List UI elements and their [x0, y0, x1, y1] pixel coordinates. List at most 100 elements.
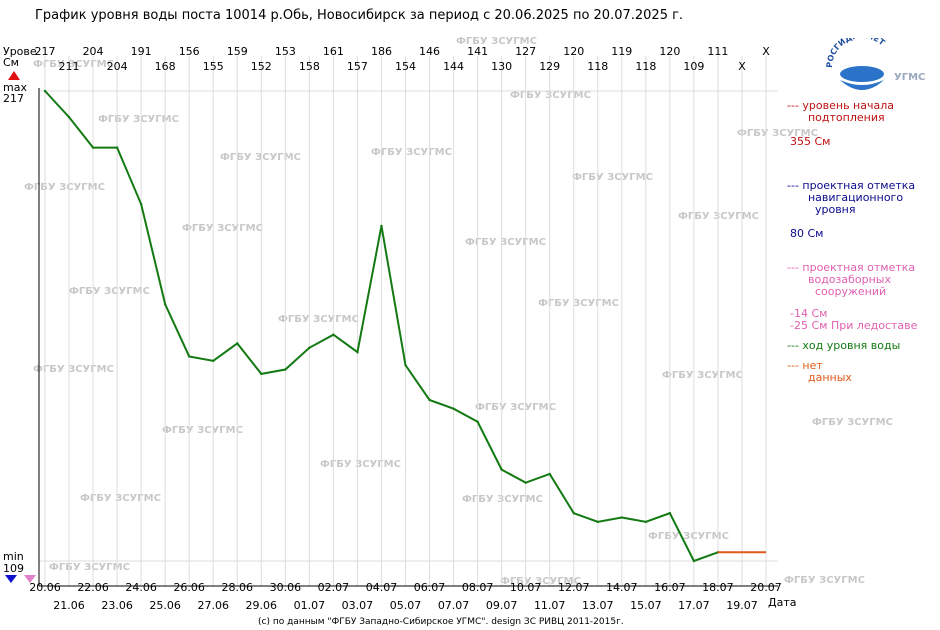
- top-row-value: 161: [323, 45, 344, 58]
- top-row-value: 186: [371, 45, 392, 58]
- watermark-text: ФГБУ ЗСУГМС: [98, 114, 179, 125]
- top-row-value: 191: [131, 45, 152, 58]
- x-tick-label: 09.07: [486, 599, 518, 612]
- x-tick-label: 28.06: [222, 581, 254, 594]
- data-point: [452, 407, 455, 410]
- data-point: [692, 559, 696, 563]
- x-tick-label: 26.06: [173, 581, 205, 594]
- x-tick-label: 01.07: [294, 599, 326, 612]
- top-row-value: 120: [563, 45, 584, 58]
- watermark-text: ФГБУ ЗСУГМС: [320, 459, 401, 470]
- x-tick-label: 17.07: [678, 599, 710, 612]
- watermark-text: ФГБУ ЗСУГМС: [538, 298, 619, 309]
- data-point: [91, 146, 95, 149]
- second-row-value: 204: [107, 60, 128, 73]
- data-point: [572, 511, 575, 515]
- second-row-value: 155: [203, 60, 224, 73]
- data-point: [620, 516, 623, 519]
- data-point: [260, 372, 263, 376]
- second-row-value: 118: [635, 60, 656, 73]
- second-row-value: 158: [299, 60, 320, 73]
- top-row-value: 217: [35, 45, 56, 58]
- x-tick-label: 13.07: [582, 599, 614, 612]
- second-row-value: 130: [491, 60, 512, 73]
- grid: [39, 56, 778, 586]
- watermark-text: ФГБУ ЗСУГМС: [49, 562, 130, 573]
- data-point: [500, 468, 503, 471]
- watermark-text: ФГБУ ЗСУГМС: [33, 364, 114, 375]
- rosgidromet-logo-icon: РОСГИДРОМЕТ УГМС: [826, 38, 925, 90]
- watermark-text: ФГБУ ЗСУГМС: [510, 90, 591, 101]
- watermark-text: ФГБУ ЗСУГМС: [33, 59, 114, 70]
- second-row-value: 157: [347, 60, 368, 73]
- max-up-arrow-icon: [8, 71, 20, 80]
- x-tick-labels: 20.06 21.06 22.06 23.06 24.06 25.06 26.06 27.06…: [29, 581, 782, 612]
- data-point: [115, 146, 119, 149]
- x-tick-label: 30.06: [270, 581, 302, 594]
- x-tick-label: 24.06: [125, 581, 157, 594]
- second-row-value: 129: [539, 60, 560, 73]
- data-point: [356, 350, 359, 354]
- x-tick-label: 20.07: [750, 581, 782, 594]
- top-row-value: 111: [707, 45, 728, 58]
- top-row-value: 146: [419, 45, 440, 58]
- watermark-text: ФГБУ ЗСУГМС: [278, 314, 359, 325]
- watermark-text: ФГБУ ЗСУГМС: [678, 211, 759, 222]
- x-tick-label: 08.07: [462, 581, 494, 594]
- x-tick-label: 11.07: [534, 599, 566, 612]
- data-point: [212, 359, 215, 363]
- top-row-value: 204: [83, 45, 104, 58]
- legend-item: --- проектная отметка водозаборных соору…: [787, 261, 916, 298]
- data-point: [644, 520, 648, 524]
- chart-title: График уровня воды поста 10014 р.Обь, Но…: [35, 8, 683, 23]
- watermark-text: ФГБУ ЗСУГМС: [182, 223, 263, 234]
- data-point: [139, 202, 143, 206]
- series-layer: [43, 89, 766, 563]
- logo-side-text: УГМС: [894, 72, 925, 83]
- second-value-row: 211 204 168 155 152 158 157 154 144 130 129 118 118 1…: [59, 60, 747, 73]
- min-down-arrow-icon: [5, 575, 17, 583]
- top-row-value: 153: [275, 45, 296, 58]
- x-tick-label: 02.07: [318, 581, 350, 594]
- x-tick-label: 18.07: [702, 581, 734, 594]
- x-tick-label: 12.07: [558, 581, 590, 594]
- x-tick-label: 16.07: [654, 581, 686, 594]
- logo: РОСГИДРОМЕТ УГМС: [826, 38, 926, 98]
- second-row-value: 168: [155, 60, 176, 73]
- x-tick-label: 20.06: [29, 581, 61, 594]
- watermark-text: ФГБУ ЗСУГМС: [24, 182, 105, 193]
- top-row-value: 156: [179, 45, 200, 58]
- x-tick-label: 27.06: [197, 599, 229, 612]
- watermark-layer: ФГБУ ЗСУГМС ФГБУ ЗСУГМС ФГБУ ЗСУГМС ФГБУ ЗС…: [24, 36, 893, 587]
- top-row-value: 127: [515, 45, 536, 58]
- data-point: [404, 363, 407, 367]
- watermark-text: ФГБУ ЗСУГМС: [475, 402, 556, 413]
- watermark-text: ФГБУ ЗСУГМС: [456, 36, 537, 47]
- top-row-value: 119: [611, 45, 632, 58]
- data-point: [67, 115, 71, 119]
- watermark-text: ФГБУ ЗСУГМС: [812, 417, 893, 428]
- intake-mark-arrow-icon: [24, 575, 36, 583]
- data-point: [332, 333, 335, 336]
- data-point: [668, 511, 672, 515]
- data-point: [308, 346, 311, 349]
- second-row-value: 109: [683, 60, 704, 73]
- legend-item: -14 См -25 См При ледоставе: [790, 307, 918, 332]
- x-tick-label: 22.06: [77, 581, 109, 594]
- second-row-value: 144: [443, 60, 464, 73]
- second-row-value: 118: [587, 60, 608, 73]
- second-row-value: X: [738, 60, 746, 73]
- watermark-text: ФГБУ ЗСУГМС: [371, 147, 452, 158]
- x-tick-label: 05.07: [390, 599, 422, 612]
- data-point: [596, 520, 599, 524]
- x-tick-label: 21.06: [53, 599, 85, 612]
- x-tick-label: 04.07: [366, 581, 398, 594]
- x-tick-label: 25.06: [149, 599, 181, 612]
- watermark-text: ФГБУ ЗСУГМС: [500, 576, 581, 587]
- max-label: max: [3, 81, 27, 94]
- top-row-value: 120: [659, 45, 680, 58]
- copyright: (c) по данным "ФГБУ Западно-Сибирское УГ…: [258, 617, 624, 627]
- min-value: 109: [3, 562, 24, 575]
